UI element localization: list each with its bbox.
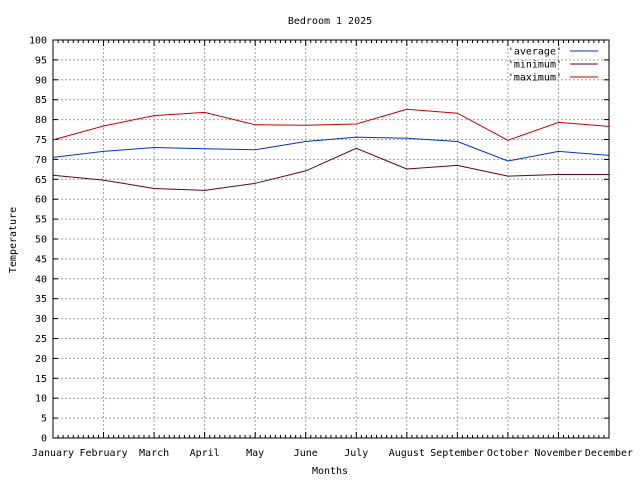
x-tick-label: January [32,448,74,459]
y-tick-label: 50 [35,235,47,246]
x-axis-ticks: January February March April May June July Augu… [32,40,633,459]
y-tick-label: 65 [35,175,47,186]
series-line-maximum [52,108,610,141]
y-tick-label: 40 [35,274,47,285]
y-tick-label: 35 [35,294,47,305]
y-tick-label: 60 [35,195,47,206]
x-tick-label: April [190,448,220,459]
x-tick-label: May [246,448,264,459]
y-tick-label: 25 [35,334,47,345]
x-axis-label: Months [312,466,348,477]
legend: 'average' 'minimum' 'maximum' [508,47,598,84]
y-tick-label: 70 [35,155,47,166]
y-tick-label: 10 [35,394,47,405]
x-tick-label: July [344,448,368,459]
y-tick-label: 55 [35,215,47,226]
x-tick-label: March [139,448,169,459]
legend-label: 'maximum' [508,73,562,84]
y-tick-label: 75 [35,135,47,146]
x-tick-label: June [294,448,318,459]
y-tick-label: 80 [35,115,47,126]
y-tick-label: 95 [35,55,47,66]
y-tick-label: 15 [35,374,47,385]
plot-frame [52,39,610,439]
y-tick-label: 30 [35,314,47,325]
series-line-average [52,136,610,162]
y-tick-label: 20 [35,354,47,365]
y-tick-label: 100 [29,36,47,47]
y-tick-label: 0 [41,434,47,445]
x-tick-label: November [534,448,582,459]
x-tick-label: February [79,448,127,459]
y-tick-label: 90 [35,75,47,86]
x-tick-label: December [585,448,633,459]
y-tick-label: 5 [41,414,47,425]
legend-label: 'average' [508,47,562,58]
chart-title: Bedroom 1 2025 [288,16,372,27]
x-tick-label: October [487,448,529,459]
x-tick-label: September [430,448,484,459]
y-tick-label: 45 [35,254,47,265]
y-tick-label: 85 [35,95,47,106]
series-line-minimum [52,147,609,191]
x-tick-label: August [389,448,425,459]
legend-label: 'minimum' [508,60,562,71]
grid-lines [53,40,609,438]
y-axis-ticks: 0 5 10 15 20 25 30 35 40 45 50 55 60 65 70 75 80 85 90 95 10… [29,36,609,445]
y-axis-label: Temperature [8,207,19,273]
series-lines [52,108,610,191]
